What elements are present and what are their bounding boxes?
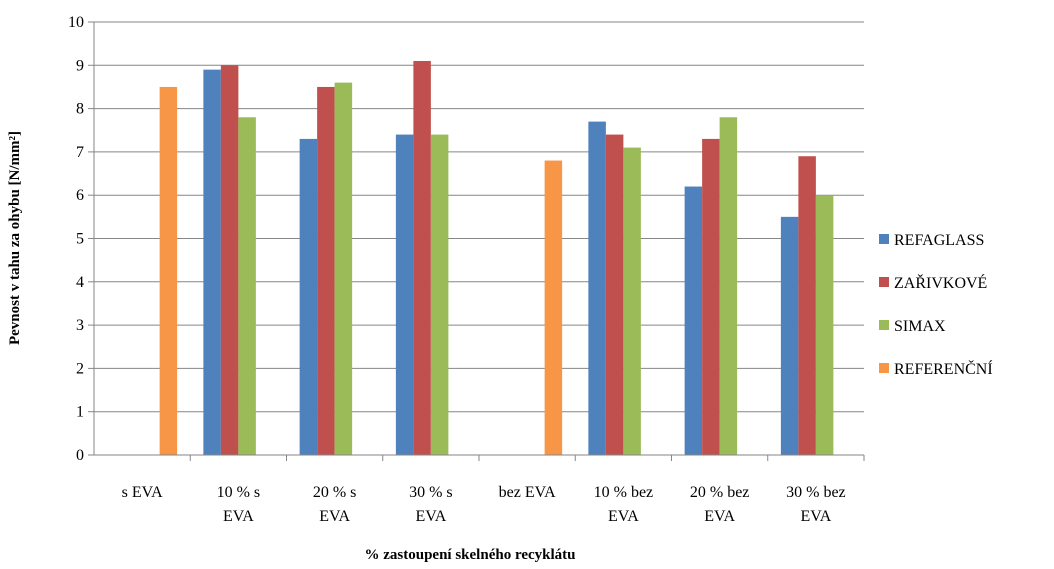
y-tick-label: 1	[76, 404, 84, 421]
legend-label: SIMAX	[894, 318, 946, 335]
bar-simax	[815, 195, 834, 455]
y-tick-label: 5	[76, 231, 84, 248]
y-tick-label: 7	[76, 144, 84, 161]
bar-refaglass	[203, 69, 221, 455]
legend-label: REFERENČNÍ	[894, 359, 993, 378]
legend-swatch	[879, 363, 889, 373]
legend: REFAGLASS ZAŘIVKOVÉ SIMAX REFERENČNÍ	[879, 232, 993, 378]
legend-swatch	[879, 277, 889, 287]
x-tick-label: 30 % bez EVA	[786, 484, 846, 525]
bar-zařivkové	[220, 65, 239, 456]
bar-referenční	[544, 160, 563, 455]
bar-zařivkové	[413, 60, 431, 455]
legend-label: REFAGLASS	[894, 232, 984, 249]
x-tick-label: 20 % s EVA	[313, 484, 357, 525]
x-tick-label: 10 % bez EVA	[594, 484, 654, 525]
bar-refaglass	[684, 186, 703, 456]
y-tick-label: 3	[76, 317, 84, 334]
bar-refaglass	[395, 134, 414, 455]
legend-swatch	[879, 234, 889, 244]
y-tick-label: 6	[76, 187, 84, 204]
y-tick-label: 2	[76, 360, 84, 377]
bar-simax	[430, 134, 449, 455]
bar-refaglass	[299, 138, 318, 455]
bars-layer	[159, 60, 834, 456]
axes	[93, 22, 865, 461]
x-tick-label: 30 % s EVA	[409, 484, 453, 525]
x-axis-title: % zastoupení skelného recyklátu	[365, 547, 576, 563]
y-tick-label: 8	[76, 101, 84, 118]
bar-refaglass	[780, 216, 799, 455]
legend-label: ZAŘIVKOVÉ	[894, 273, 987, 292]
x-tick-label: 20 % bez EVA	[690, 484, 750, 525]
bar-zařivkové	[702, 138, 720, 455]
legend-swatch	[879, 320, 889, 330]
y-tick-labels: 0 1 2 3 4 5 6 7 8 9 10	[68, 14, 84, 464]
x-tick-label: 10 % s EVA	[217, 484, 261, 525]
y-tick-label: 9	[76, 57, 84, 74]
y-tick-label: 4	[76, 274, 84, 291]
x-tick-label: s EVA	[122, 484, 163, 501]
bar-simax	[334, 82, 353, 456]
x-tick-label: bez EVA	[499, 484, 556, 501]
bar-zařivkové	[317, 86, 335, 455]
x-tick-labels: s EVA 10 % s EVA 20 % s EVA 30 % s EVA bez EVA 1…	[122, 484, 846, 525]
bar-zařivkové	[605, 134, 624, 455]
bar-refaglass	[588, 121, 606, 455]
bar-referenční	[159, 86, 178, 455]
y-tick-label: 0	[76, 447, 84, 464]
bar-simax	[719, 117, 738, 455]
bar-zařivkové	[798, 156, 816, 456]
bar-simax	[623, 147, 641, 455]
y-axis-title: Pevnost v tahu za ohybu [N/mm²]	[7, 131, 23, 345]
bar-simax	[238, 117, 256, 455]
y-tick-label: 10	[68, 14, 84, 31]
